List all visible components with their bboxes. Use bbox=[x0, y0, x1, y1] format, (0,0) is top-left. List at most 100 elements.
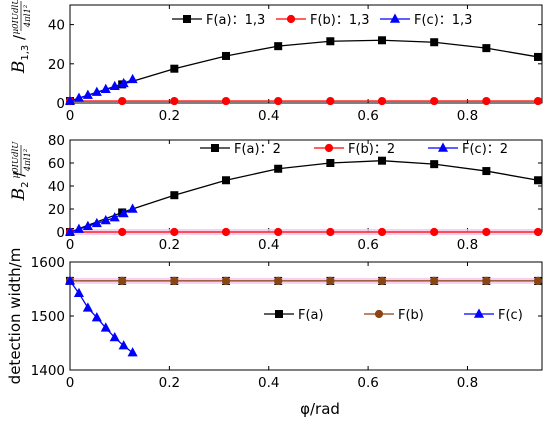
y-label-fraction-denominator: 4πl1² bbox=[23, 4, 33, 28]
data-point bbox=[430, 38, 439, 47]
data-point bbox=[482, 44, 491, 53]
legend-label: F(b)：2 bbox=[348, 142, 395, 157]
legend-label: F(c)：2 bbox=[462, 142, 508, 157]
legend-item: F(c)：1,3 bbox=[380, 13, 472, 28]
y-label-slash: / bbox=[10, 171, 28, 182]
x-tick-label: 0 bbox=[66, 237, 75, 253]
legend: F(a)：1,3 F(b)：1,3 F(c)：1,3 bbox=[172, 13, 472, 28]
x-tick-label: 0.8 bbox=[457, 108, 478, 124]
y-tick-label: 80 bbox=[48, 133, 65, 149]
data-point bbox=[118, 276, 127, 285]
x-tick-label: 0.8 bbox=[457, 237, 478, 253]
x-tick-label: 0.4 bbox=[258, 375, 279, 391]
data-point bbox=[64, 95, 76, 105]
data-point bbox=[64, 275, 76, 285]
y-label-slash: / bbox=[10, 34, 28, 45]
x-tick-label: 0.8 bbox=[457, 375, 478, 391]
legend-marker bbox=[275, 310, 283, 318]
data-point bbox=[118, 340, 129, 350]
x-tick-label: 0.6 bbox=[357, 237, 378, 253]
series-square bbox=[66, 156, 543, 236]
data-point bbox=[170, 276, 179, 285]
y-tick-label: 20 bbox=[48, 202, 65, 218]
data-point bbox=[82, 89, 93, 99]
x-axis-label: φ/rad bbox=[300, 400, 340, 418]
data-point bbox=[377, 96, 387, 106]
data-point bbox=[482, 167, 491, 176]
x-tick-label: 0.2 bbox=[159, 108, 180, 124]
legend-item: F(a)：1,3 bbox=[172, 13, 265, 28]
data-point bbox=[430, 160, 439, 169]
y-tick-label: 40 bbox=[48, 179, 65, 195]
data-point bbox=[221, 227, 231, 237]
data-point bbox=[274, 96, 283, 106]
x-tick-label: 0 bbox=[66, 108, 75, 124]
data-point bbox=[482, 227, 491, 237]
x-tick-label: 0.4 bbox=[258, 237, 279, 253]
data-point bbox=[533, 227, 543, 237]
data-point bbox=[73, 92, 84, 102]
data-point bbox=[118, 208, 129, 218]
x-tick-label: 0.4 bbox=[258, 108, 279, 124]
legend-label: F(a) bbox=[298, 308, 324, 323]
data-point bbox=[170, 227, 179, 237]
x-tick-label: 0.2 bbox=[159, 375, 180, 391]
data-point bbox=[118, 227, 127, 237]
data-point bbox=[109, 80, 120, 91]
legend-item: F(b)：1,3 bbox=[276, 13, 370, 28]
legend-item: F(a) bbox=[264, 308, 324, 323]
data-point bbox=[274, 276, 283, 285]
series-triangle bbox=[64, 73, 138, 105]
legend-item: F(a)：2 bbox=[200, 142, 281, 157]
y-label-symbol: B bbox=[9, 61, 29, 75]
data-point bbox=[91, 217, 102, 228]
series-line bbox=[69, 160, 539, 233]
data-point bbox=[430, 276, 439, 285]
series-circle bbox=[65, 96, 543, 106]
y-tick-label: 1400 bbox=[31, 363, 65, 379]
data-point bbox=[326, 37, 335, 46]
data-point bbox=[222, 176, 231, 185]
data-point bbox=[274, 227, 283, 237]
y-label-fraction: μ0IUdlU 4πl1² bbox=[11, 0, 33, 34]
data-point bbox=[326, 227, 335, 237]
series-circle bbox=[65, 276, 543, 285]
legend: F(a)：2 F(b)：2 F(c)：2 bbox=[200, 142, 508, 157]
data-point bbox=[378, 36, 387, 45]
data-point bbox=[170, 191, 179, 200]
y-axis-label: detection width/m bbox=[6, 248, 24, 385]
legend-label: F(c)：1,3 bbox=[414, 13, 472, 28]
data-point bbox=[82, 302, 93, 312]
series-triangle bbox=[64, 275, 138, 357]
x-tick-label: 0 bbox=[66, 375, 75, 391]
data-point bbox=[378, 156, 387, 165]
x-tick-label: 0.6 bbox=[357, 108, 378, 124]
y-tick-label: 0 bbox=[56, 96, 65, 112]
legend-box bbox=[260, 302, 536, 324]
legend-marker bbox=[286, 14, 296, 24]
data-point bbox=[222, 51, 231, 60]
data-point bbox=[274, 164, 283, 173]
data-point bbox=[91, 312, 102, 322]
data-point bbox=[170, 64, 179, 73]
data-point bbox=[91, 86, 102, 96]
y-label-symbol: B bbox=[9, 188, 29, 202]
series-square bbox=[66, 36, 543, 106]
legend-marker bbox=[374, 309, 384, 319]
data-point bbox=[377, 227, 387, 237]
data-point bbox=[100, 214, 111, 225]
data-point bbox=[534, 52, 543, 61]
legend-marker bbox=[183, 15, 191, 23]
data-point bbox=[64, 226, 76, 236]
y-tick-label: 60 bbox=[48, 156, 65, 172]
data-point bbox=[118, 96, 127, 106]
y-tick-label: 0 bbox=[56, 225, 65, 241]
data-point bbox=[100, 322, 111, 332]
y-label-fraction: μ0IUdlU 4πl1² bbox=[11, 141, 33, 179]
data-point bbox=[170, 96, 179, 106]
data-point bbox=[73, 287, 84, 298]
legend-label: F(b)：1,3 bbox=[310, 13, 370, 28]
data-point bbox=[73, 223, 84, 233]
legend-marker bbox=[324, 143, 334, 153]
legend-label: F(a)：2 bbox=[234, 142, 281, 157]
